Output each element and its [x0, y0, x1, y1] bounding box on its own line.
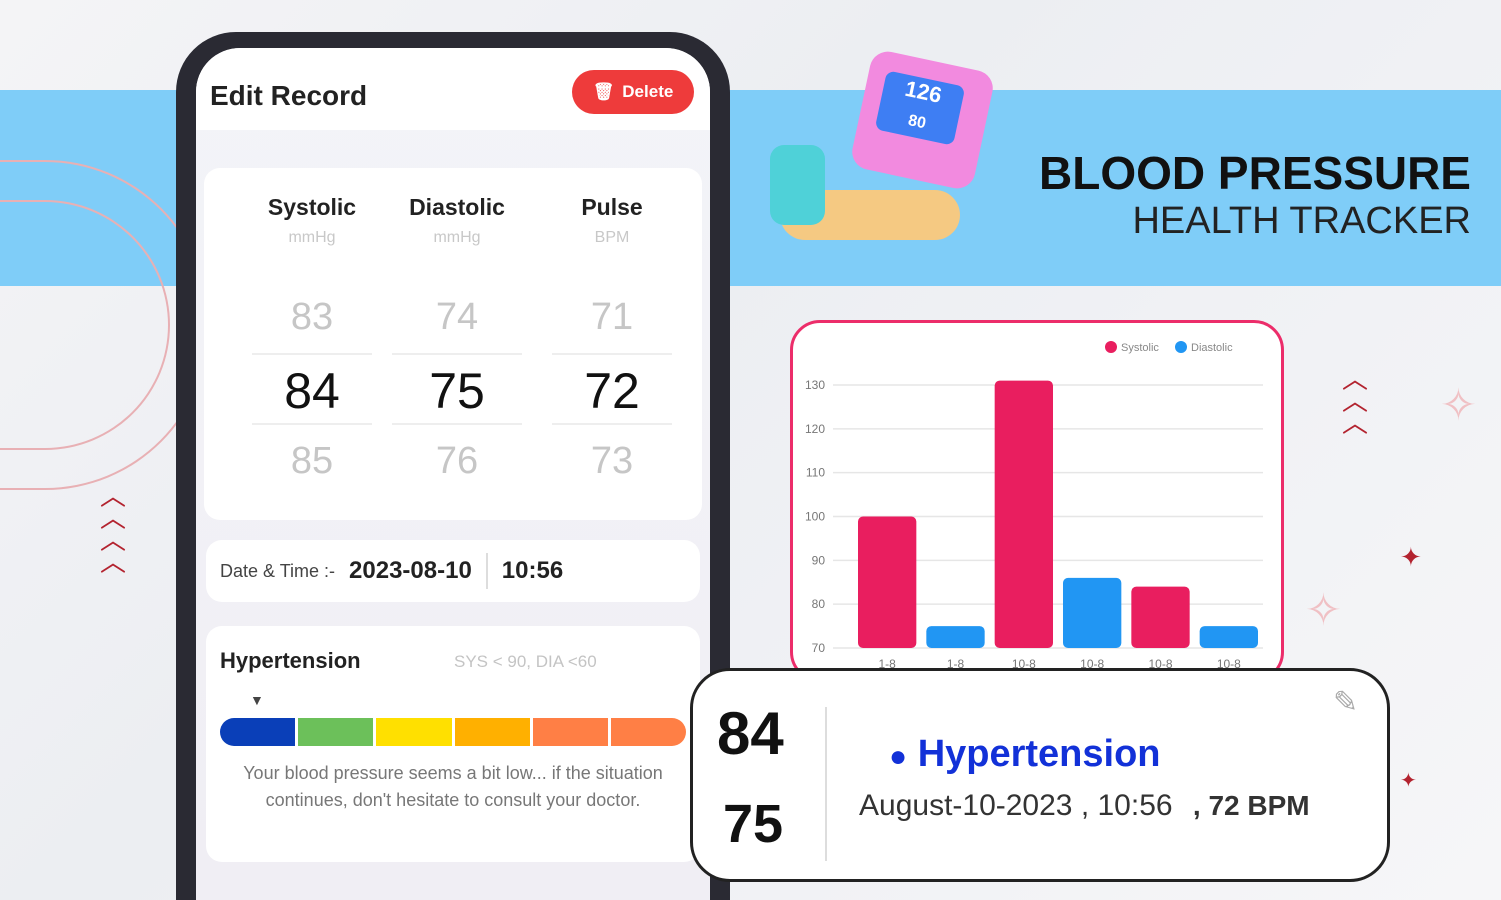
- risk-segment: [454, 718, 530, 746]
- y-tick-label: 100: [805, 510, 825, 524]
- date-value[interactable]: 2023-08-10: [349, 557, 472, 584]
- datetime-label: Date & Time :-: [220, 560, 336, 581]
- record-datetime: August-10-2023 , 10:56: [859, 789, 1173, 822]
- sparkle-icon: ✧: [1440, 381, 1477, 430]
- indicator-triangle-icon: ▼: [250, 692, 264, 708]
- x-tick-label: 10-8: [1148, 657, 1172, 671]
- risk-segment: [610, 718, 687, 746]
- x-tick-label: 10-8: [1012, 657, 1036, 671]
- picker-next[interactable]: 85: [290, 440, 334, 482]
- bar-diastolic: [1063, 577, 1122, 648]
- app-headline: BLOOD PRESSURE: [1039, 147, 1471, 199]
- time-value[interactable]: 10:56: [501, 557, 564, 584]
- picker-selected[interactable]: 84: [252, 353, 372, 425]
- value-pickers: Systolic mmHg 83 84 85 Diastolic mmHg 74 75 76…: [204, 168, 702, 520]
- sparkle-icon: ✦: [1400, 770, 1417, 792]
- x-tick-label: 1-8: [947, 657, 965, 671]
- picker-prev[interactable]: 83: [290, 296, 334, 338]
- picker-next[interactable]: 76: [435, 440, 479, 482]
- legend-label: Systolic: [1121, 342, 1159, 354]
- systolic-picker[interactable]: Systolic mmHg 83 84 85: [252, 194, 372, 497]
- bp-bar-chart: 70 80 90 100 110 120 130 1-8 1-8 10-8 10-8 10-8 10-8…: [805, 341, 1263, 671]
- risk-segment: [532, 718, 608, 746]
- advice-text: Your blood pressure seems a bit low... i…: [243, 763, 663, 810]
- y-tick-label: 120: [805, 422, 825, 436]
- y-tick-label: 70: [812, 641, 826, 655]
- legend-marker: [1105, 341, 1117, 353]
- bar-diastolic: [1199, 626, 1258, 648]
- divider: [485, 553, 488, 589]
- record-card[interactable]: 84 75 ● Hypertension August-10-2023 , 10…: [690, 668, 1390, 882]
- diastolic-picker[interactable]: Diastolic mmHg 74 75 76: [392, 194, 522, 497]
- column-label: Pulse: [581, 194, 643, 220]
- sparkle-icon: ✧: [1305, 586, 1342, 635]
- trash-icon: 🗑: [592, 82, 615, 101]
- bp-monitor-illustration: 126 80: [770, 48, 997, 270]
- y-tick-label: 90: [812, 553, 826, 567]
- column-unit: BPM: [594, 229, 630, 246]
- bp-chart-card: 70 80 90 100 110 120 130 1-8 1-8 10-8 10-8 10-8 10-8…: [790, 320, 1284, 682]
- delete-button[interactable]: 🗑 Delete: [572, 70, 694, 114]
- record-status-label: Hypertension: [917, 733, 1161, 775]
- column-unit: mmHg: [433, 229, 481, 246]
- sparkle-icon: ✦: [1400, 542, 1422, 572]
- record-systolic: 84: [717, 700, 784, 767]
- delete-label: Delete: [622, 82, 674, 101]
- status-range: SYS < 90, DIA <60: [454, 652, 597, 671]
- record-detail: August-10-2023 , 10:56 , 72 BPM: [859, 789, 1310, 823]
- picker-prev[interactable]: 71: [590, 296, 634, 338]
- risk-segment: [220, 718, 296, 746]
- bar-systolic: [994, 380, 1053, 648]
- status-card: Hypertension SYS < 90, DIA <60 ▼ Your bl…: [206, 626, 700, 862]
- app-bar: Edit Record 🗑 Delete: [196, 48, 710, 130]
- edit-record-screen: Edit Record 🗑 Delete Systolic mmHg 83 84 85 …: [196, 48, 710, 900]
- x-tick-label: 1-8: [878, 657, 896, 671]
- chevrons-up-icon: ︿ ︿ ︿: [1342, 364, 1369, 438]
- column-label: Diastolic: [409, 194, 505, 220]
- picker-next[interactable]: 73: [590, 440, 634, 482]
- y-tick-label: 110: [806, 466, 825, 480]
- status-title: Hypertension: [220, 648, 361, 673]
- column-unit: mmHg: [288, 229, 336, 246]
- chevrons-up-icon: ︿ ︿ ︿ ︿: [100, 481, 127, 577]
- record-pulse: , 72 BPM: [1192, 790, 1310, 821]
- legend-marker: [1175, 341, 1187, 353]
- divider: [825, 707, 827, 861]
- bar-diastolic: [926, 626, 985, 648]
- legend-label: Diastolic: [1191, 342, 1233, 354]
- pulse-picker[interactable]: Pulse BPM 71 72 73: [552, 194, 672, 497]
- y-tick-label: 80: [812, 597, 826, 611]
- picker-selected[interactable]: 75: [392, 353, 522, 425]
- risk-scale-bar: [220, 718, 687, 746]
- datetime-row[interactable]: Date & Time :- 2023-08-10 10:56: [206, 540, 700, 602]
- risk-segment: [376, 718, 452, 746]
- y-tick-label: 130: [805, 378, 825, 392]
- status-dot-icon: ●: [889, 740, 908, 773]
- bar-systolic: [1131, 586, 1190, 648]
- picker-selected[interactable]: 72: [552, 353, 672, 425]
- column-label: Systolic: [267, 194, 357, 220]
- device-sys: 126: [902, 75, 944, 108]
- device-dia: 80: [906, 112, 928, 133]
- x-tick-label: 10-8: [1217, 657, 1241, 671]
- record-status: ● Hypertension: [889, 733, 1161, 776]
- edit-pencil-icon[interactable]: ✎: [1333, 686, 1359, 719]
- record-diastolic: 75: [723, 794, 784, 854]
- picker-prev[interactable]: 74: [435, 296, 479, 338]
- x-tick-label: 10-8: [1080, 657, 1104, 671]
- app-subheadline: HEALTH TRACKER: [1132, 200, 1471, 242]
- page-title: Edit Record: [210, 80, 368, 111]
- bar-systolic: [858, 516, 917, 648]
- risk-segment: [298, 718, 374, 746]
